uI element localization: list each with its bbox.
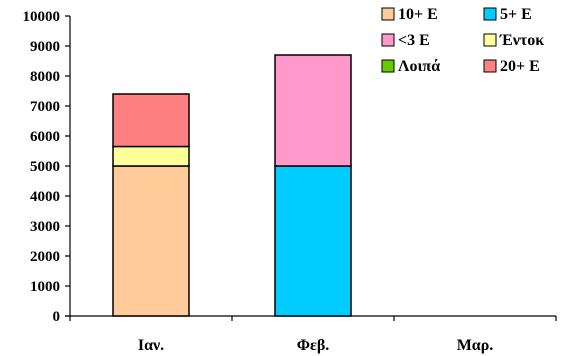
bars	[112, 54, 352, 317]
y-tick-label: 9000	[30, 39, 60, 55]
y-tick-label: 1000	[30, 279, 60, 295]
y-tick-label: 2000	[30, 249, 60, 265]
x-category-label: Ιαν.	[138, 337, 164, 354]
legend: 10+ E 5+ E <3 E Έντοκ Λοιπά 20+ E	[381, 6, 544, 75]
legend-swatch	[483, 33, 497, 47]
legend-swatch	[381, 7, 395, 21]
legend-label: 5+ E	[500, 6, 532, 23]
x-category-label: Φεβ.	[297, 337, 330, 354]
y-axis: 0 1000 2000 3000 4000 5000 6000 7000 8000 9000 100…	[23, 9, 71, 325]
legend-label: Έντοκ	[499, 32, 544, 49]
y-tick-label: 5000	[30, 159, 60, 175]
legend-swatch	[483, 7, 497, 21]
legend-label: 10+ E	[398, 6, 438, 23]
legend-swatch	[381, 33, 395, 47]
legend-swatch	[483, 59, 497, 73]
y-tick-label: 0	[53, 309, 61, 325]
x-category-label: Μαρ.	[457, 337, 494, 354]
bar-segment	[112, 165, 190, 317]
y-tick-label: 10000	[23, 9, 61, 25]
legend-swatch	[381, 59, 395, 73]
y-tick-label: 8000	[30, 69, 60, 85]
y-tick-label: 3000	[30, 219, 60, 235]
y-tick-label: 7000	[30, 99, 60, 115]
y-tick-label: 4000	[30, 189, 60, 205]
bar-segment	[274, 165, 352, 317]
y-tick-label: 6000	[30, 129, 60, 145]
bar-segment	[274, 54, 352, 167]
legend-label: <3 E	[398, 32, 430, 49]
bar-segment	[112, 93, 190, 148]
bar-segment	[112, 145, 190, 167]
legend-label: 20+ E	[500, 58, 540, 75]
legend-label: Λοιπά	[398, 58, 440, 75]
x-axis: Ιαν. Φεβ. Μαρ.	[65, 315, 557, 354]
